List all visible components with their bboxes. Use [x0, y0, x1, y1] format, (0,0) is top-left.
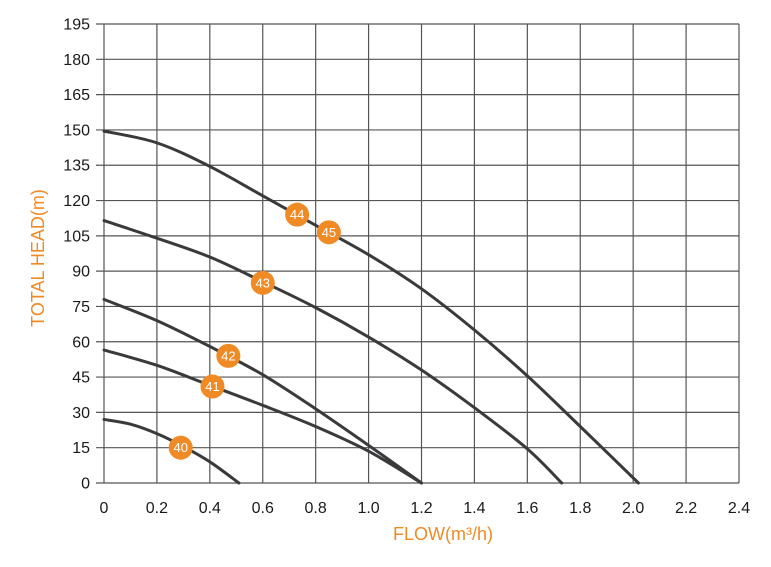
y-tick-label: 0	[81, 476, 90, 493]
x-tick-label: 0.8	[305, 500, 327, 517]
y-tick-label: 45	[72, 370, 90, 387]
curve-label-badge	[250, 270, 275, 295]
curve-label-badge	[316, 220, 341, 245]
y-axis-ticks: 0 15 30 45 60 75 90 105 120 135 150 165 180 195	[63, 17, 90, 493]
x-tick-label: 2.2	[675, 500, 697, 517]
x-tick-label: 0	[100, 500, 109, 517]
x-tick-label: 0.2	[146, 500, 168, 517]
curve-label-badge	[285, 202, 310, 227]
x-tick-label: 0.4	[199, 500, 221, 517]
curve-label-text: 43	[256, 275, 270, 290]
grid	[96, 23, 740, 484]
y-tick-label: 165	[63, 87, 90, 104]
curve-label-text: 42	[221, 348, 235, 363]
curve-label-43: 43	[250, 270, 275, 295]
x-tick-label: 1.2	[410, 500, 432, 517]
y-tick-label: 75	[72, 299, 90, 316]
curve-label-40: 40	[168, 435, 193, 460]
curve-43	[102, 219, 564, 485]
curve-44	[102, 129, 640, 485]
curve-label-42: 42	[216, 343, 241, 368]
curve-label-text: 45	[322, 225, 336, 240]
x-tick-label: 2.0	[622, 500, 644, 517]
curve-label-badge	[200, 374, 225, 399]
curve-label-44: 44	[285, 202, 310, 227]
y-axis-label: TOTAL HEAD(m)	[28, 189, 48, 327]
curve-label-45: 45	[316, 220, 341, 245]
curve-label-text: 41	[205, 379, 219, 394]
curve-label-41: 41	[200, 374, 225, 399]
y-tick-label: 105	[63, 228, 90, 245]
x-tick-label: 1.0	[357, 500, 379, 517]
y-tick-label: 135	[63, 158, 90, 175]
curve-40	[102, 417, 241, 485]
x-axis-label: FLOW(m³/h)	[393, 524, 493, 544]
x-tick-label: 1.4	[463, 500, 485, 517]
y-tick-label: 15	[72, 440, 90, 457]
y-tick-label: 90	[72, 264, 90, 281]
curve-label-badge	[216, 343, 241, 368]
curve-42	[102, 297, 423, 485]
curve-labels: 40 41 42 43 44 45	[168, 202, 341, 460]
y-tick-label: 120	[63, 193, 90, 210]
x-axis-ticks: 0 0.2 0.4 0.6 0.8 1.0 1.2 1.4 1.6 1.8 2.0 2.2 2.4	[100, 500, 751, 517]
y-tick-label: 150	[63, 122, 90, 139]
y-tick-label: 60	[72, 334, 90, 351]
x-tick-label: 1.8	[569, 500, 591, 517]
x-tick-label: 1.6	[516, 500, 538, 517]
curve-41	[102, 348, 423, 485]
y-tick-label: 195	[63, 17, 90, 34]
curve-label-text: 44	[290, 207, 304, 222]
x-tick-label: 0.6	[252, 500, 274, 517]
y-tick-label: 180	[63, 52, 90, 69]
y-tick-label: 30	[72, 405, 90, 422]
x-tick-label: 2.4	[728, 500, 750, 517]
curve-label-text: 40	[173, 440, 187, 455]
performance-curves	[102, 129, 640, 485]
curve-label-badge	[168, 435, 193, 460]
